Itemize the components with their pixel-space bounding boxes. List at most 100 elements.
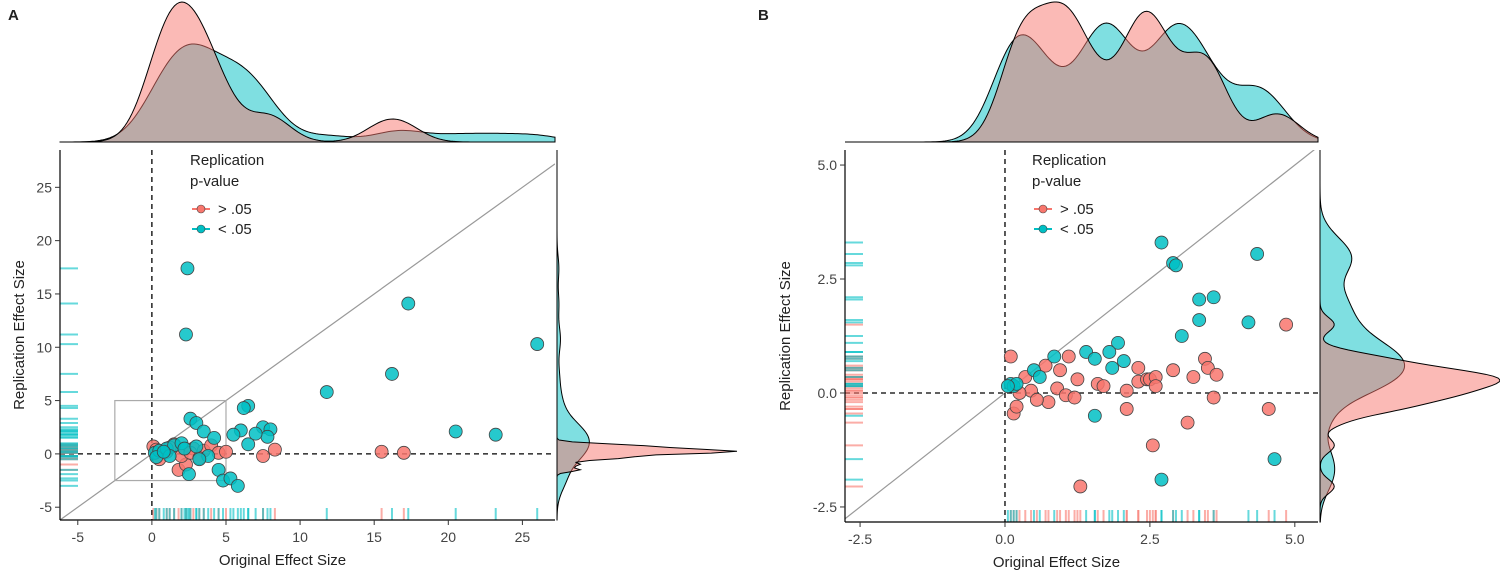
- y-tick-label: 15: [36, 286, 52, 302]
- point: [1116, 354, 1131, 368]
- point: [1087, 351, 1102, 366]
- point: [1000, 379, 1015, 394]
- x-tick-label: -2.5: [848, 531, 872, 547]
- point: [1206, 390, 1221, 405]
- legend-title: Replication: [1032, 152, 1106, 169]
- y-tick-label: 25: [36, 179, 52, 195]
- point: [1166, 363, 1180, 378]
- point: [1119, 383, 1134, 398]
- point: [196, 424, 211, 439]
- point: [1096, 379, 1111, 394]
- point: [1174, 329, 1189, 343]
- x-tick-label: 10: [292, 529, 308, 545]
- point: [1053, 363, 1067, 378]
- y-tick-label: 10: [36, 339, 52, 355]
- y-tick-label: 5: [44, 393, 52, 409]
- y-axis-label: Replication Effect Size: [11, 260, 28, 410]
- top-density: [59, 1, 555, 143]
- plot-area: [60, 150, 555, 520]
- legend-key: [196, 204, 206, 214]
- point: [1003, 349, 1018, 364]
- legend-title: p-value: [1032, 173, 1081, 190]
- y-tick-label: 0.0: [818, 385, 838, 401]
- point: [1261, 402, 1276, 416]
- y-tick-label: 5.0: [818, 157, 838, 173]
- legend-title: p-value: [190, 173, 239, 190]
- point: [179, 327, 193, 342]
- point: [1192, 292, 1207, 307]
- right-density: [556, 150, 738, 520]
- x-tick-label: -5: [72, 529, 85, 545]
- legend-title: Replication: [190, 152, 264, 169]
- point: [1148, 379, 1163, 394]
- point: [1206, 290, 1221, 305]
- point: [319, 385, 334, 399]
- point: [226, 427, 241, 442]
- point: [1209, 367, 1224, 382]
- x-axis-label: Original Effect Size: [219, 552, 346, 569]
- point: [530, 337, 545, 351]
- x-axis-label: Original Effect Size: [993, 554, 1120, 571]
- right-density: [1319, 150, 1500, 522]
- point: [1029, 392, 1044, 407]
- x-tick-label: 25: [515, 529, 531, 545]
- top-density: [845, 1, 1319, 143]
- point: [156, 444, 171, 459]
- x-tick-label: 5: [222, 529, 230, 545]
- y-tick-label: -5: [40, 499, 53, 515]
- point: [267, 442, 282, 457]
- point: [189, 439, 204, 454]
- point: [401, 296, 416, 311]
- point: [1032, 370, 1047, 384]
- legend-key: [196, 224, 206, 234]
- point: [1067, 390, 1082, 405]
- point: [1145, 438, 1160, 453]
- y-tick-label: 2.5: [818, 271, 838, 287]
- point: [1169, 258, 1183, 273]
- identity-line: [60, 163, 555, 520]
- point: [1111, 335, 1125, 350]
- point: [1105, 361, 1120, 375]
- x-tick-label: 20: [441, 529, 457, 545]
- point: [230, 478, 245, 493]
- point: [1119, 402, 1134, 416]
- point: [236, 401, 251, 415]
- x-tick-label: 0.0: [995, 531, 1015, 547]
- point: [1070, 372, 1085, 387]
- legend-label: > .05: [218, 201, 252, 218]
- point: [241, 437, 256, 452]
- point: [1041, 395, 1056, 410]
- point: [182, 467, 196, 482]
- point: [1241, 315, 1256, 330]
- y-tick-label: -2.5: [813, 499, 837, 515]
- y-tick-label: 0: [44, 446, 52, 462]
- x-tick-label: 2.5: [1140, 531, 1160, 547]
- point: [1154, 472, 1169, 487]
- point: [396, 445, 411, 460]
- legend-key: [1038, 204, 1048, 214]
- point: [1131, 361, 1146, 375]
- point: [219, 444, 233, 459]
- x-tick-label: 15: [366, 529, 382, 545]
- y-axis-label: Replication Effect Size: [777, 261, 794, 411]
- identity-line: [845, 150, 1315, 520]
- point: [1192, 313, 1207, 327]
- point: [385, 367, 399, 381]
- point: [1250, 247, 1265, 261]
- panel-label: B: [758, 7, 769, 24]
- point: [1279, 317, 1294, 332]
- legend-label: < .05: [1060, 221, 1094, 238]
- point: [374, 444, 389, 459]
- x-tick-label: 5.0: [1285, 531, 1305, 547]
- point: [1073, 479, 1088, 494]
- point: [180, 261, 195, 276]
- panel-label: A: [8, 7, 19, 24]
- x-tick-label: 0: [148, 529, 156, 545]
- legend-key: [1038, 224, 1048, 234]
- point: [1047, 349, 1062, 364]
- point: [192, 452, 207, 467]
- zoom-box: [114, 399, 227, 482]
- point: [1102, 345, 1117, 359]
- legend-label: > .05: [1060, 201, 1094, 218]
